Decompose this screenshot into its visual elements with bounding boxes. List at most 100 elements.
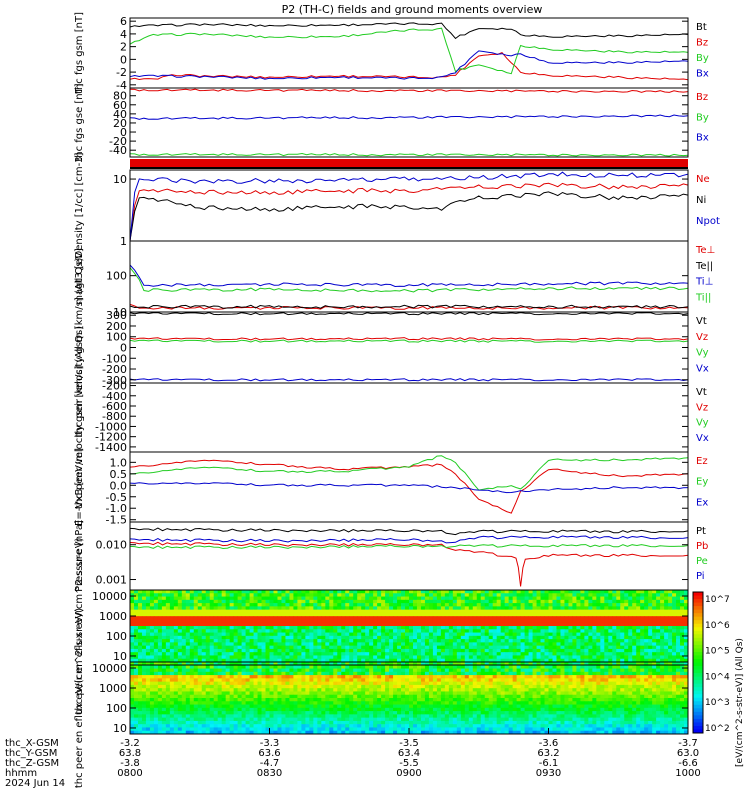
spectrogram-cell xyxy=(213,609,219,614)
spectrogram-cell xyxy=(640,652,645,656)
spectrogram-cell xyxy=(237,622,242,627)
spectrogram-cell xyxy=(652,599,657,604)
spectrogram-cell xyxy=(169,616,175,620)
spectrogram-cell xyxy=(257,688,262,692)
spectrogram-cell xyxy=(269,681,274,686)
spectrogram-cell xyxy=(644,616,649,620)
spectrogram-cell xyxy=(329,603,334,607)
spectrogram-cell xyxy=(564,596,569,601)
spectrogram-cell xyxy=(233,655,239,660)
spectrogram-cell xyxy=(373,622,378,627)
spectrogram-cell xyxy=(496,652,502,656)
spectrogram-cell xyxy=(624,619,629,624)
spectrogram-cell xyxy=(584,612,589,617)
spectrogram-cell xyxy=(253,658,258,663)
spectrogram-cell xyxy=(305,698,310,702)
spectrogram-cell xyxy=(349,662,354,666)
spectrogram-cell xyxy=(604,599,609,604)
spectrogram-cell xyxy=(133,622,139,627)
spectrogram-cell xyxy=(624,593,629,597)
spectrogram-cell xyxy=(393,662,398,666)
spectrogram-cell xyxy=(373,684,378,689)
spectrogram-cell xyxy=(217,655,223,660)
spectrogram-cell xyxy=(165,675,171,679)
spectrogram-cell xyxy=(297,688,302,692)
spectrogram-cell xyxy=(592,629,597,633)
spectrogram-cell xyxy=(229,639,235,643)
legend-Bz: Bz xyxy=(696,92,708,103)
spectrogram-cell xyxy=(389,596,394,601)
spectrogram-cell xyxy=(460,619,466,624)
spectrogram-cell xyxy=(249,662,254,666)
spectrogram-cell xyxy=(616,671,621,676)
spectrogram-cell xyxy=(141,691,147,696)
spectrogram-cell xyxy=(245,642,250,647)
spectrogram-cell xyxy=(412,668,418,673)
spectrogram-cell xyxy=(369,606,374,611)
spectrogram-cell xyxy=(177,652,183,656)
spectrogram-cell xyxy=(357,626,362,630)
spectrogram-cell xyxy=(221,612,227,617)
spectrogram-cell xyxy=(556,671,561,676)
spectrogram-cell xyxy=(221,671,227,676)
spectrogram-cell xyxy=(516,606,521,611)
spectrogram-cell xyxy=(612,626,617,630)
spectrogram-cell xyxy=(181,619,187,624)
spectrogram-cell xyxy=(221,590,227,594)
spectrogram-cell xyxy=(412,603,418,607)
spectrogram-cell xyxy=(420,606,426,611)
spectrogram-cell xyxy=(133,619,139,624)
spectrogram-cell xyxy=(169,626,175,630)
spectrogram-cell xyxy=(237,652,242,656)
spectrogram-cell xyxy=(652,688,657,692)
spectrogram-cell xyxy=(181,658,187,663)
spectrogram-cell xyxy=(436,698,442,702)
spectrogram-cell xyxy=(273,691,278,696)
spectrogram-cell xyxy=(205,622,211,627)
spectrogram-cell xyxy=(428,665,434,669)
spectrogram-cell xyxy=(604,652,609,656)
spectrogram-cell xyxy=(444,635,450,640)
spectrogram-cell xyxy=(209,701,215,705)
spectrogram-cell xyxy=(377,648,382,653)
spectrogram-cell xyxy=(189,629,195,633)
spectrogram-cell xyxy=(644,645,649,650)
spectrogram-cell xyxy=(444,642,450,647)
spectrogram-cell xyxy=(325,612,330,617)
spectrogram-cell xyxy=(556,603,561,607)
spectrogram-cell xyxy=(628,662,633,666)
spectrogram-cell xyxy=(640,678,645,683)
spectrogram-cell xyxy=(277,629,282,633)
spectrogram-cell xyxy=(317,662,322,666)
spectrogram-cell xyxy=(185,626,191,630)
spectrogram-cell xyxy=(620,668,625,673)
spectrogram-cell xyxy=(241,678,246,683)
spectrogram-cell xyxy=(544,606,549,611)
spectrogram-cell xyxy=(548,639,553,643)
spectrogram-cell xyxy=(568,639,573,643)
spectrogram-cell xyxy=(660,619,665,624)
spectrogram-cell xyxy=(584,622,589,627)
spectrogram-cell xyxy=(676,612,681,617)
spectrogram-cell xyxy=(420,590,426,594)
spectrogram-cell xyxy=(596,596,601,601)
spectrogram-cell xyxy=(588,665,593,669)
spectrogram-cell xyxy=(177,655,183,660)
spectrogram-cell xyxy=(293,635,298,640)
spectrogram-cell xyxy=(572,684,577,689)
spectrogram-cell xyxy=(560,684,565,689)
spectrogram-cell xyxy=(397,671,402,676)
spectrogram-cell xyxy=(488,668,494,673)
spectrogram-cell xyxy=(484,681,490,686)
spectrogram-cell xyxy=(480,599,486,604)
spectrogram-cell xyxy=(584,599,589,604)
spectrogram-cell xyxy=(512,609,518,614)
spectrogram-cell xyxy=(173,701,179,705)
spectrogram-cell xyxy=(217,632,223,637)
spectrogram-cell xyxy=(560,652,565,656)
spectrogram-cell xyxy=(584,639,589,643)
spectrogram-cell xyxy=(161,671,167,676)
spectrogram-cell xyxy=(165,678,171,683)
spectrogram-cell xyxy=(636,681,641,686)
spectrogram-cell xyxy=(476,691,482,696)
